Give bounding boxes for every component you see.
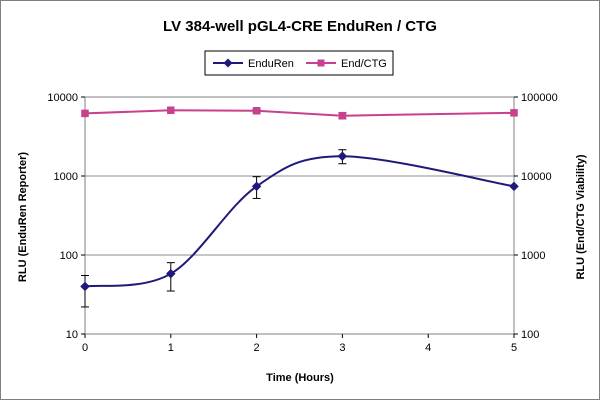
y-axis-right-label: RLU (End/CTG Viability) bbox=[575, 154, 587, 279]
data-point bbox=[509, 181, 519, 192]
chart-title: LV 384-well pGL4-CRE EnduRen / CTG bbox=[163, 18, 437, 35]
x-tick-label: 0 bbox=[82, 342, 88, 354]
legend-marker-enduren bbox=[223, 58, 233, 68]
x-tick-label: 1 bbox=[168, 342, 174, 354]
x-axis: 0 1 2 3 4 5 bbox=[82, 334, 517, 354]
y-right-tick-label: 100000 bbox=[521, 92, 558, 104]
y-left-tick-label: 100 bbox=[60, 250, 78, 262]
plot-area bbox=[84, 96, 515, 335]
y-left-tick-label: 10000 bbox=[47, 92, 78, 104]
x-tick-label: 3 bbox=[339, 342, 345, 354]
legend: EnduRen End/CTG bbox=[204, 50, 394, 76]
data-point bbox=[80, 281, 90, 292]
x-tick-label: 2 bbox=[254, 342, 260, 354]
y-right-tick-label: 1000 bbox=[521, 250, 545, 262]
x-tick-label: 4 bbox=[425, 342, 431, 354]
x-tick-label: 5 bbox=[511, 342, 517, 354]
y-left-tick-label: 1000 bbox=[54, 171, 78, 183]
data-point bbox=[81, 109, 89, 118]
y-axis-right: 100 1000 10000 100000 bbox=[514, 92, 558, 341]
series-enduren bbox=[80, 149, 519, 308]
legend-label-end-ctg: End/CTG bbox=[341, 58, 387, 70]
data-point bbox=[165, 268, 176, 279]
y-right-tick-label: 10000 bbox=[521, 171, 552, 183]
legend-marker-end-ctg bbox=[317, 59, 325, 67]
y-axis-left: 10 100 1000 10000 bbox=[47, 92, 85, 341]
y-right-tick-label: 100 bbox=[521, 329, 539, 341]
legend-label-enduren: EnduRen bbox=[248, 58, 294, 70]
data-point bbox=[251, 181, 262, 192]
gridlines bbox=[85, 175, 514, 256]
series-end-ctg bbox=[81, 106, 518, 120]
data-point bbox=[337, 151, 348, 162]
y-left-tick-label: 10 bbox=[66, 329, 78, 341]
data-point bbox=[510, 109, 518, 117]
data-point bbox=[338, 111, 347, 120]
data-point bbox=[167, 106, 175, 114]
series-layer bbox=[80, 106, 519, 308]
y-axis-left-label: RLU (EnduRen Reporter) bbox=[17, 152, 29, 283]
series-line-end-ctg bbox=[84, 109, 515, 117]
x-axis-label: Time (Hours) bbox=[266, 372, 334, 384]
data-point bbox=[252, 106, 261, 115]
